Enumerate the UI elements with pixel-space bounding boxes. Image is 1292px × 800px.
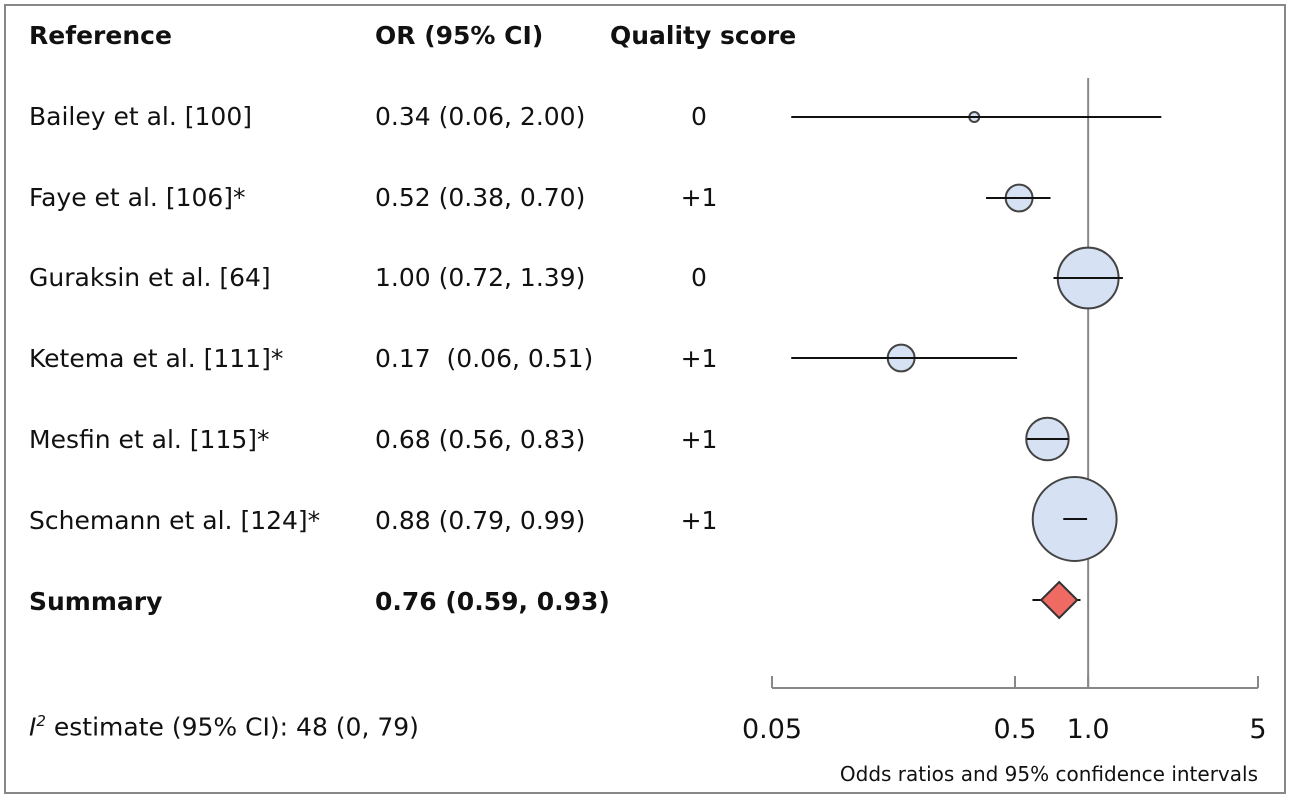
summary-or: 0.76 (0.59, 0.93) bbox=[375, 587, 610, 616]
header-reference: Reference bbox=[29, 21, 172, 50]
row-or: 0.52 (0.38, 0.70) bbox=[375, 183, 586, 212]
summary-diamond bbox=[1039, 580, 1079, 620]
i2-estimate: I2 estimate (95% CI): 48 (0, 79) bbox=[29, 706, 419, 742]
forest-plot-frame bbox=[4, 4, 1286, 794]
row-or: 0.88 (0.79, 0.99) bbox=[375, 506, 586, 535]
x-tick-label: 5 bbox=[1249, 714, 1266, 745]
row-quality: +1 bbox=[680, 506, 718, 535]
row-or: 0.68 (0.56, 0.83) bbox=[375, 425, 586, 454]
header-quality: Quality score bbox=[610, 21, 797, 50]
row-quality: 0 bbox=[691, 263, 707, 292]
header-or: OR (95% CI) bbox=[375, 21, 544, 50]
row-or: 1.00 (0.72, 1.39) bbox=[375, 263, 586, 292]
row-reference: Faye et al. [106]* bbox=[29, 183, 246, 212]
row-quality: 0 bbox=[691, 102, 707, 131]
row-quality: +1 bbox=[680, 344, 718, 373]
row-reference: Ketema et al. [111]* bbox=[29, 344, 284, 373]
summary-reference: Summary bbox=[29, 587, 163, 616]
row-reference: Guraksin et al. [64] bbox=[29, 263, 271, 292]
i2-text: estimate (95% CI): 48 (0, 79) bbox=[45, 712, 419, 742]
row-or: 0.17 (0.06, 0.51) bbox=[375, 344, 594, 373]
x-axis-title: Odds ratios and 95% confidence intervals bbox=[840, 762, 1258, 786]
row-or: 0.34 (0.06, 2.00) bbox=[375, 102, 586, 131]
row-reference: Mesfin et al. [115]* bbox=[29, 425, 270, 454]
row-quality: +1 bbox=[680, 183, 718, 212]
x-tick-label: 0.05 bbox=[742, 714, 802, 745]
x-tick-label: 1.0 bbox=[1067, 714, 1110, 745]
row-reference: Schemann et al. [124]* bbox=[29, 506, 321, 535]
i2-symbol: I bbox=[29, 712, 37, 742]
row-quality: +1 bbox=[680, 425, 718, 454]
i2-superscript: 2 bbox=[36, 712, 46, 730]
x-tick-label: 0.5 bbox=[994, 714, 1037, 745]
row-reference: Bailey et al. [100] bbox=[29, 102, 252, 131]
